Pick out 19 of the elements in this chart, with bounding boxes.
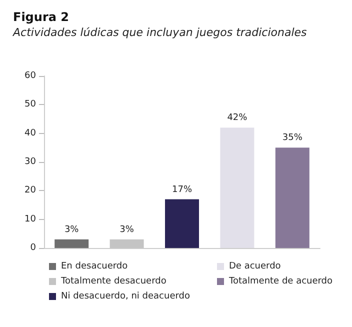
y-tick-label: 10 <box>24 214 36 224</box>
legend-label: Ni desacuerdo, ni deacuerdo <box>61 292 190 302</box>
data-label: 35% <box>282 133 303 144</box>
y-tick-label: 20 <box>24 186 36 196</box>
y-tick-label: 50 <box>24 100 36 110</box>
chart-subtitle: Actividades lúdicas que incluyan juegos tradicionales <box>12 26 308 39</box>
legend-label: Totalmente de acuerdo <box>228 276 334 286</box>
y-tick-label: 60 <box>24 71 36 81</box>
y-tick-label: 30 <box>24 157 36 167</box>
y-tick-label: 0 <box>30 243 36 253</box>
data-label: 3% <box>120 224 134 235</box>
data-label: 3% <box>64 224 80 235</box>
data-label: 17% <box>172 184 192 195</box>
chart-title: Figura 2 <box>13 10 69 24</box>
legend-label: Totalmente desacuerdo <box>60 276 167 286</box>
y-tick-label: 40 <box>24 128 36 138</box>
legend-label: De acuerdo <box>229 262 282 272</box>
legend-label: En desacuerdo <box>61 262 128 272</box>
data-label: 42% <box>227 113 248 124</box>
